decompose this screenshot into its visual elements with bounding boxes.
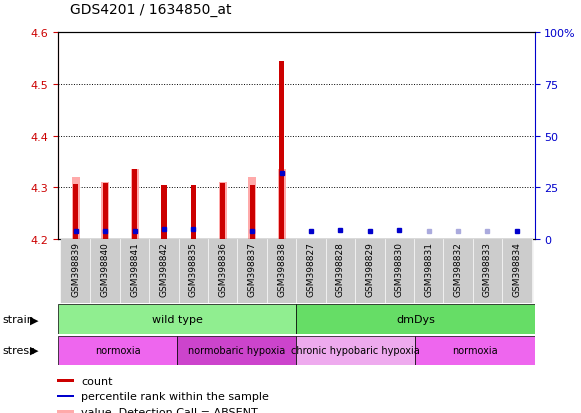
Bar: [250, 185, 255, 240]
Text: GSM398835: GSM398835: [189, 242, 198, 297]
Text: normoxia: normoxia: [452, 345, 498, 355]
Bar: [57, 411, 74, 413]
Text: percentile rank within the sample: percentile rank within the sample: [81, 391, 269, 401]
Bar: [326, 240, 355, 304]
Bar: [103, 184, 107, 240]
Bar: [101, 183, 109, 240]
Bar: [278, 170, 286, 240]
Bar: [443, 240, 473, 304]
Bar: [220, 184, 225, 240]
Bar: [91, 240, 120, 304]
Text: GSM398838: GSM398838: [277, 242, 286, 297]
Text: stress: stress: [3, 345, 36, 355]
Bar: [149, 240, 179, 304]
Text: GSM398829: GSM398829: [365, 242, 374, 296]
Text: value, Detection Call = ABSENT: value, Detection Call = ABSENT: [81, 407, 257, 413]
Text: GSM398841: GSM398841: [130, 242, 139, 296]
Bar: [415, 336, 535, 365]
Bar: [73, 184, 78, 240]
Text: chronic hypobaric hypoxia: chronic hypobaric hypoxia: [292, 345, 420, 355]
Text: GSM398831: GSM398831: [424, 242, 433, 297]
Text: GSM398842: GSM398842: [159, 242, 168, 296]
Text: count: count: [81, 376, 112, 386]
Text: GSM398834: GSM398834: [512, 242, 521, 296]
Text: GSM398833: GSM398833: [483, 242, 492, 297]
Bar: [238, 240, 267, 304]
Bar: [248, 178, 256, 240]
Bar: [218, 183, 227, 240]
Text: GDS4201 / 1634850_at: GDS4201 / 1634850_at: [70, 2, 231, 17]
Bar: [57, 380, 74, 382]
Text: GSM398828: GSM398828: [336, 242, 345, 296]
Text: GSM398840: GSM398840: [101, 242, 110, 296]
Text: strain: strain: [3, 315, 35, 325]
Bar: [191, 185, 196, 240]
Text: ▶: ▶: [30, 345, 39, 355]
Bar: [131, 170, 139, 240]
Bar: [57, 395, 74, 397]
Bar: [279, 62, 284, 240]
Text: ▶: ▶: [30, 315, 39, 325]
Text: GSM398837: GSM398837: [248, 242, 257, 297]
Bar: [58, 304, 296, 335]
Text: GSM398830: GSM398830: [394, 242, 404, 297]
Text: wild type: wild type: [152, 314, 203, 325]
Text: GSM398836: GSM398836: [218, 242, 227, 297]
Bar: [473, 240, 502, 304]
Bar: [385, 240, 414, 304]
Bar: [61, 240, 91, 304]
Bar: [177, 336, 296, 365]
Bar: [120, 240, 149, 304]
Bar: [132, 170, 137, 240]
Text: normobaric hypoxia: normobaric hypoxia: [188, 345, 285, 355]
Bar: [502, 240, 532, 304]
Text: normoxia: normoxia: [95, 345, 141, 355]
Text: GSM398827: GSM398827: [307, 242, 315, 296]
Bar: [414, 240, 443, 304]
Bar: [179, 240, 208, 304]
Bar: [296, 240, 326, 304]
Bar: [208, 240, 238, 304]
Text: GSM398839: GSM398839: [71, 242, 80, 297]
Text: GSM398832: GSM398832: [454, 242, 462, 296]
Bar: [71, 178, 80, 240]
Bar: [58, 336, 177, 365]
Bar: [296, 304, 535, 335]
Bar: [355, 240, 385, 304]
Text: dmDys: dmDys: [396, 314, 435, 325]
Bar: [162, 185, 167, 240]
Bar: [296, 336, 415, 365]
Bar: [267, 240, 296, 304]
